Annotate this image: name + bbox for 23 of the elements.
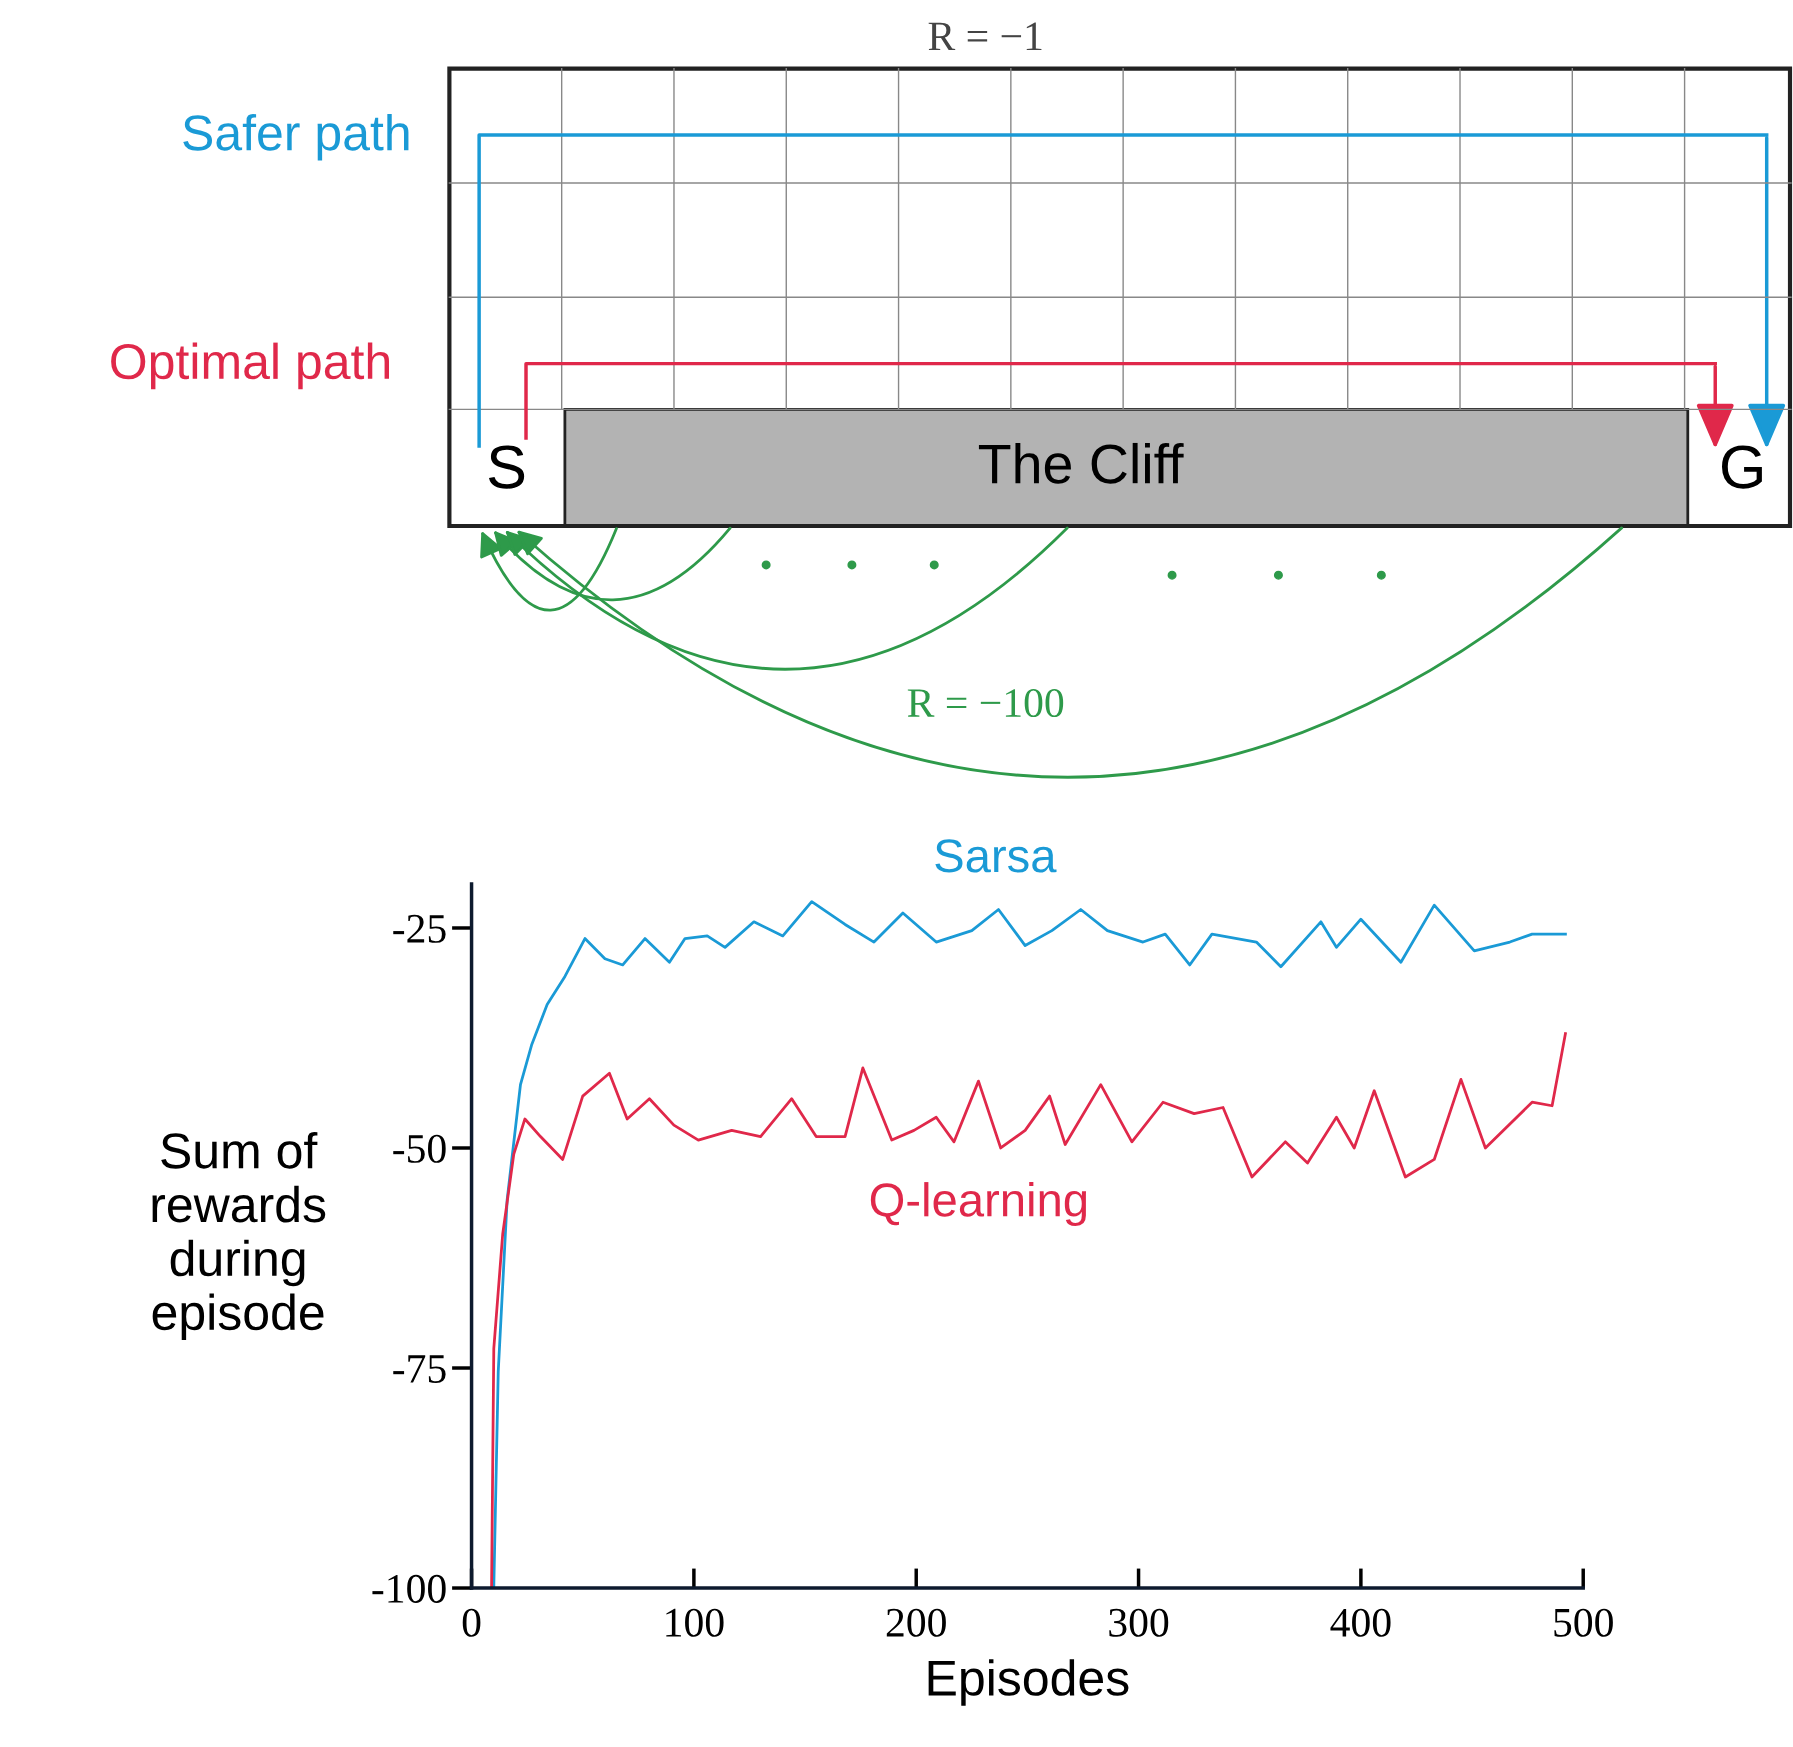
text: Safer path [183, 113, 409, 161]
line-series [490, 1032, 1567, 1589]
text: R = −1 [928, 22, 1042, 51]
text: R = −100 [907, 688, 1064, 718]
series-label: Sarsa [935, 839, 1057, 873]
text: G [1721, 445, 1762, 489]
x-axis-title: Episodes [928, 1659, 1129, 1706]
series-label: Q-learning [870, 1182, 1087, 1227]
x-tick-label: 0 [462, 1608, 481, 1637]
x-tick-label: 200 [886, 1608, 946, 1637]
text: The Cliff [978, 442, 1184, 484]
y-tick-label: -100 [372, 1574, 446, 1603]
x-tick-label: 300 [1109, 1608, 1169, 1637]
x-tick-label: 400 [1330, 1608, 1391, 1637]
y-tick-label: -75 [393, 1355, 446, 1383]
line-series [492, 900, 1567, 1589]
y-axis-title: Sum of rewards during episode [152, 1131, 326, 1341]
text: S [488, 445, 525, 489]
text: Optimal path [111, 342, 389, 390]
y-tick-label: -25 [393, 914, 446, 943]
x-tick-label: 500 [1554, 1608, 1613, 1637]
y-tick-label: -50 [393, 1134, 446, 1163]
x-tick-label: 100 [666, 1608, 724, 1637]
